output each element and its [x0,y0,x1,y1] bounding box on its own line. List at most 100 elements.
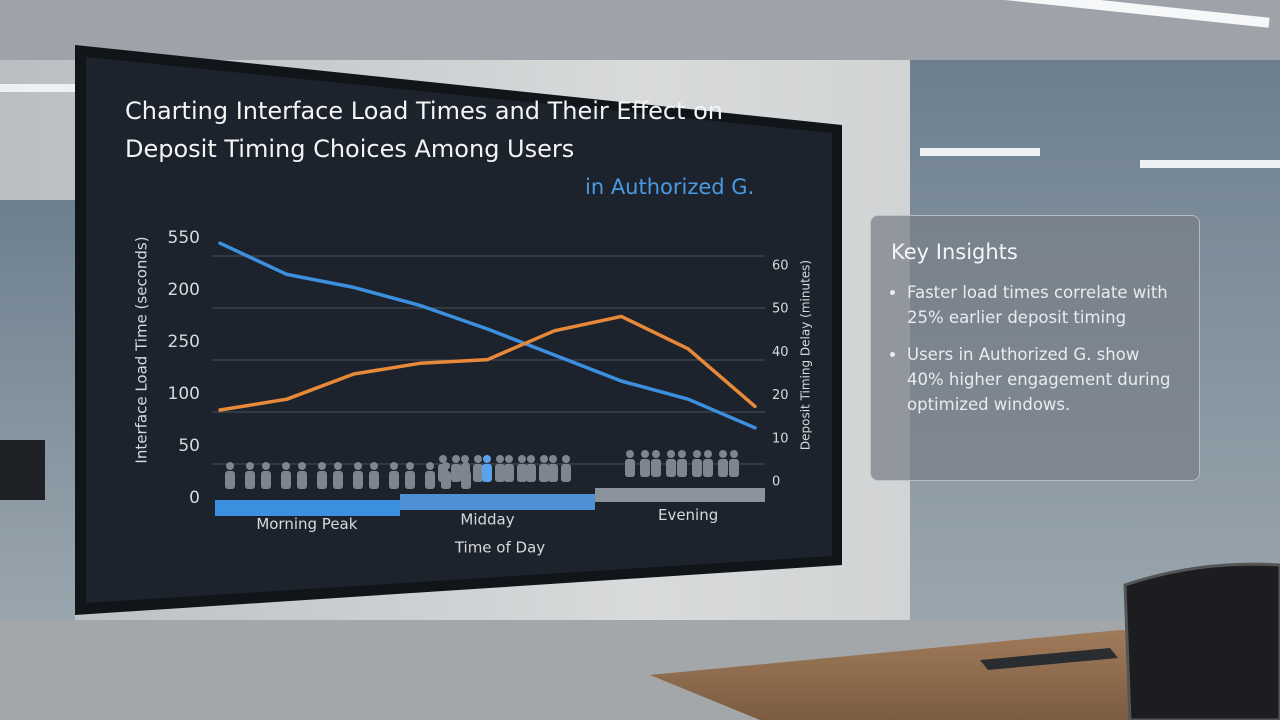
person-head [298,462,306,470]
y-tick-label: 50 [178,436,200,456]
person-body [482,464,492,482]
person-head [678,450,686,458]
person-body [451,464,461,482]
person-body [369,471,379,489]
window-left [0,200,75,620]
person-body [517,464,527,482]
person-head [518,455,526,463]
person-body [460,464,470,482]
y2-tick-label: 50 [772,302,789,317]
y-tick-label: 200 [168,280,200,300]
person-body [718,459,728,477]
person-body [261,471,271,489]
person-head [483,455,491,463]
y2-tick-label: 60 [772,259,789,274]
chart-title: Charting Interface Load Times and Their … [125,97,723,125]
ceiling-light [920,148,1040,156]
person-head [390,462,398,470]
time-band [215,500,400,516]
person-body [640,459,650,477]
x-tick-label: Midday [460,511,514,529]
person-head [730,450,738,458]
person-head [461,455,469,463]
y-tick-label: 0 [189,488,200,508]
person-body [245,471,255,489]
person-body [225,471,235,489]
ceiling-light [940,0,1270,28]
y2-tick-label: 10 [772,431,789,446]
chart-title: Deposit Timing Choices Among Users [125,135,574,163]
person-body [677,459,687,477]
person-head [318,462,326,470]
y-tick-label: 550 [168,228,200,248]
person-head [246,462,254,470]
monitor [0,440,45,500]
person-head [562,455,570,463]
person-head [262,462,270,470]
person-body [495,464,505,482]
person-head [693,450,701,458]
person-body [548,464,558,482]
person-body [651,459,661,477]
person-body [281,471,291,489]
ceiling-light [1140,160,1280,168]
time-band [400,494,595,510]
person-body [425,471,435,489]
person-body [729,459,739,477]
person-head [452,455,460,463]
y-tick-label: 100 [168,384,200,404]
person-body [561,464,571,482]
person-head [334,462,342,470]
series-line [218,241,757,430]
person-head [641,450,649,458]
person-body [333,471,343,489]
person-body [692,459,702,477]
insight-item: Users in Authorized G. show 40% higher e… [907,342,1179,417]
person-head [370,462,378,470]
person-body [625,459,635,477]
person-head [406,462,414,470]
time-band [595,488,765,502]
y-tick-label: 250 [168,332,200,352]
y-axis-label: Interface Load Time (seconds) [133,236,151,463]
person-head [704,450,712,458]
ceiling [0,0,1280,60]
person-head [719,450,727,458]
y2-axis-label: Deposit Timing Delay (minutes) [799,260,813,450]
person-body [353,471,363,489]
person-head [540,455,548,463]
x-axis-label: Time of Day [454,539,545,557]
person-head [626,450,634,458]
person-head [439,455,447,463]
person-head [549,455,557,463]
desk [650,630,1280,720]
person-body [526,464,536,482]
person-head [505,455,513,463]
person-body [703,459,713,477]
person-body [297,471,307,489]
insight-item: Faster load times correlate with 25% ear… [907,280,1179,330]
insights-panel: Key Insights Faster load times correlate… [870,215,1200,481]
keyboard [980,648,1118,670]
person-body [539,464,549,482]
person-body [389,471,399,489]
ceiling-light [0,84,75,92]
chair [1123,562,1280,720]
insights-list: Faster load times correlate with 25% ear… [891,280,1179,417]
person-head [667,450,675,458]
person-head [527,455,535,463]
person-body [405,471,415,489]
insights-title: Key Insights [891,240,1018,264]
series-line [218,314,757,412]
person-head [474,455,482,463]
person-head [354,462,362,470]
person-body [473,464,483,482]
person-head [652,450,660,458]
y2-tick-label: 0 [772,475,780,490]
person-body [666,459,676,477]
y2-tick-label: 40 [772,345,789,360]
y2-tick-label: 20 [772,388,789,403]
chart-title-highlight: in Authorized G. [585,175,754,199]
